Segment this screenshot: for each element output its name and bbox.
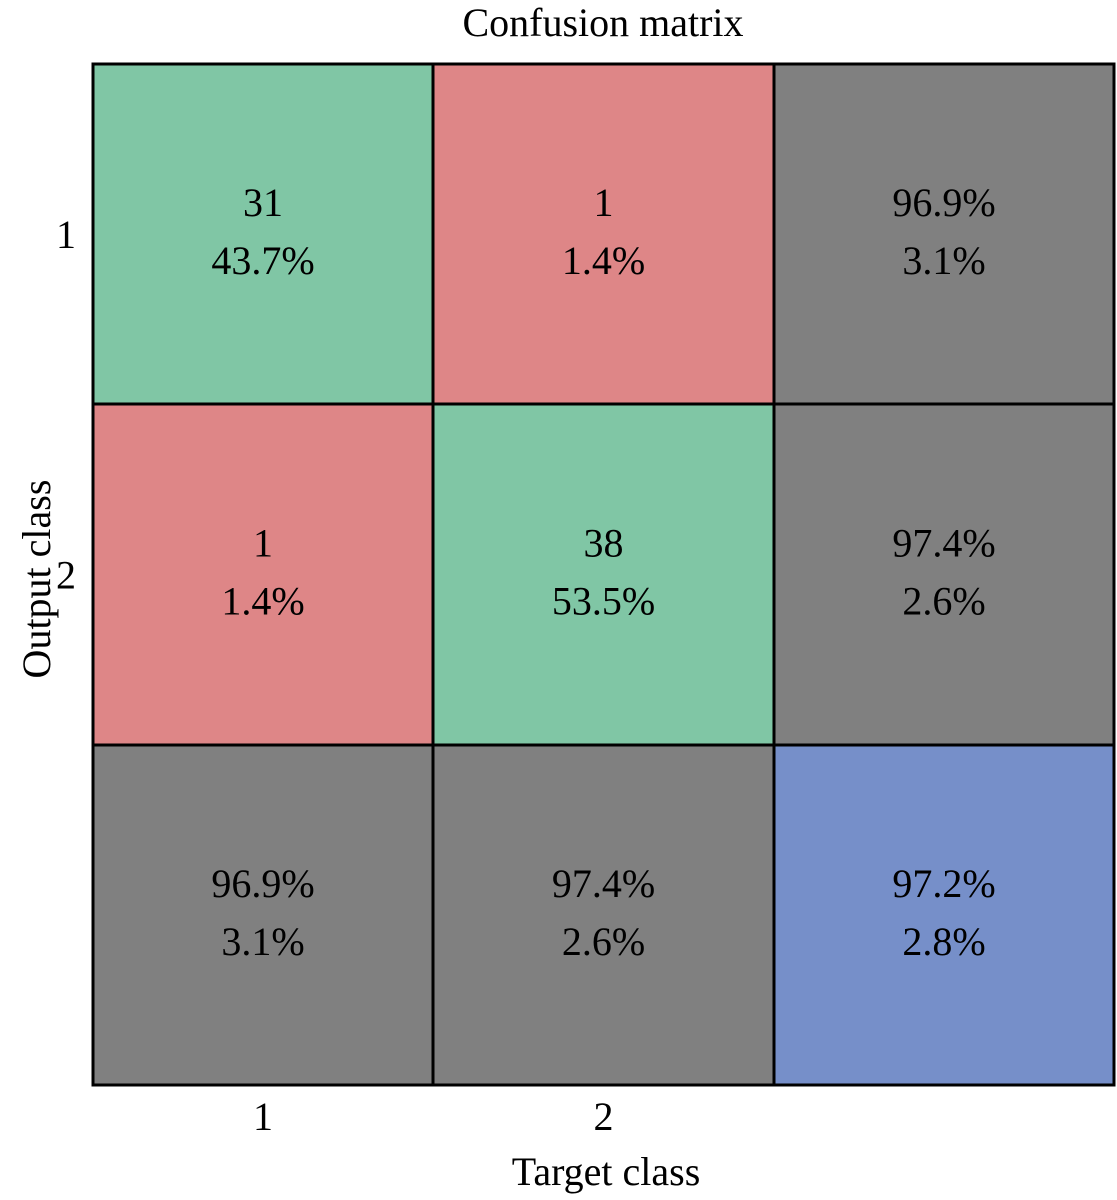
cell-background: [431, 743, 776, 1087]
matrix-cell: 38 53.5%: [431, 402, 776, 747]
cell-count: 31: [243, 180, 283, 225]
matrix-cells: 31 43.7% 1 1.4% 96.9% 3.1% 1 1.4% 38 53.5% 97.4% 2.…: [91, 62, 1116, 1087]
y-tick-label: 1: [56, 212, 76, 257]
y-axis-label: Output class: [14, 480, 59, 679]
cell-percent: 53.5%: [552, 579, 655, 624]
cell-accuracy: 96.9%: [211, 861, 314, 906]
matrix-cell: 96.9% 3.1%: [91, 743, 435, 1087]
x-tick-label: 1: [253, 1094, 273, 1139]
cell-error-rate: 3.1%: [902, 238, 985, 283]
cell-error-rate: 2.6%: [902, 579, 985, 624]
cell-accuracy: 97.4%: [552, 861, 655, 906]
matrix-cell: 1 1.4%: [431, 62, 776, 406]
cell-background: [772, 743, 1116, 1087]
cell-background: [431, 402, 776, 747]
matrix-cell: 1 1.4%: [91, 402, 435, 747]
cell-error-rate: 3.1%: [221, 919, 304, 964]
cell-count: 1: [594, 180, 614, 225]
cell-error-rate: 2.8%: [902, 919, 985, 964]
matrix-cell: 97.4% 2.6%: [431, 743, 776, 1087]
cell-background: [91, 402, 435, 747]
cell-percent: 1.4%: [562, 238, 645, 283]
cell-background: [431, 62, 776, 406]
y-tick-label: 2: [56, 553, 76, 598]
y-axis-ticks: 12: [56, 212, 76, 598]
matrix-cell: 97.4% 2.6%: [772, 402, 1116, 747]
matrix-cell: 97.2% 2.8%: [772, 743, 1116, 1087]
cell-percent: 43.7%: [211, 238, 314, 283]
cell-accuracy: 97.2%: [892, 861, 995, 906]
cell-background: [772, 62, 1116, 406]
cell-background: [91, 743, 435, 1087]
cell-accuracy: 97.4%: [892, 521, 995, 566]
cell-background: [772, 402, 1116, 747]
cell-percent: 1.4%: [221, 579, 304, 624]
matrix-cell: 96.9% 3.1%: [772, 62, 1116, 406]
chart-title: Confusion matrix: [462, 0, 743, 45]
cell-accuracy: 96.9%: [892, 180, 995, 225]
cell-count: 1: [253, 521, 273, 566]
x-axis-label: Target class: [512, 1149, 701, 1194]
matrix-cell: 31 43.7%: [91, 62, 435, 406]
cell-error-rate: 2.6%: [562, 919, 645, 964]
cell-count: 38: [584, 521, 624, 566]
x-tick-label: 2: [594, 1094, 614, 1139]
cell-background: [91, 62, 435, 406]
